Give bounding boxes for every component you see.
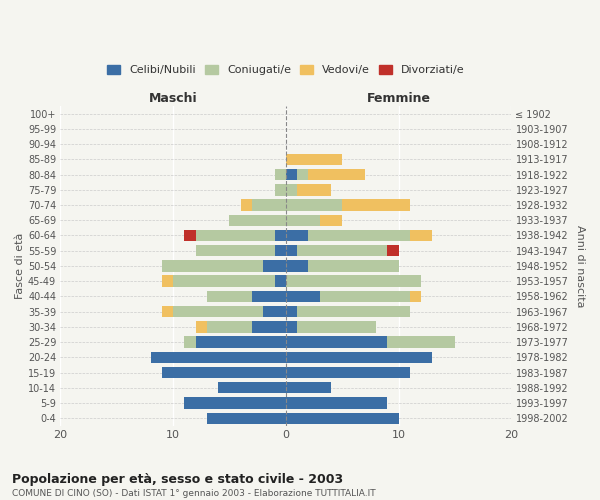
Bar bbox=[286, 367, 410, 378]
Bar bbox=[286, 214, 320, 226]
Bar bbox=[196, 245, 275, 256]
Bar bbox=[275, 276, 286, 287]
Bar bbox=[252, 321, 286, 332]
Bar bbox=[320, 214, 342, 226]
Bar bbox=[252, 290, 286, 302]
Bar bbox=[286, 290, 320, 302]
Bar bbox=[184, 336, 196, 348]
Bar bbox=[286, 260, 308, 272]
Bar bbox=[196, 336, 286, 348]
Bar bbox=[196, 321, 207, 332]
Bar bbox=[173, 306, 263, 318]
Bar bbox=[297, 321, 376, 332]
Bar bbox=[286, 245, 297, 256]
Bar bbox=[196, 230, 275, 241]
Bar bbox=[286, 276, 421, 287]
Bar bbox=[308, 230, 410, 241]
Bar bbox=[286, 154, 342, 165]
Bar bbox=[207, 321, 252, 332]
Bar bbox=[151, 352, 286, 363]
Bar bbox=[297, 184, 331, 196]
Bar bbox=[297, 245, 387, 256]
Bar bbox=[297, 169, 308, 180]
Bar bbox=[162, 306, 173, 318]
Bar bbox=[387, 245, 398, 256]
Bar bbox=[241, 200, 252, 210]
Bar bbox=[286, 169, 297, 180]
Bar bbox=[173, 276, 275, 287]
Legend: Celibi/Nubili, Coniugati/e, Vedovi/e, Divorziati/e: Celibi/Nubili, Coniugati/e, Vedovi/e, Di… bbox=[103, 60, 469, 80]
Bar bbox=[207, 412, 286, 424]
Bar bbox=[207, 290, 252, 302]
Bar bbox=[286, 321, 297, 332]
Bar bbox=[162, 260, 263, 272]
Bar bbox=[297, 306, 410, 318]
Bar bbox=[162, 276, 173, 287]
Bar bbox=[218, 382, 286, 394]
Bar bbox=[263, 260, 286, 272]
Text: Femmine: Femmine bbox=[367, 92, 431, 104]
Bar bbox=[286, 352, 433, 363]
Bar bbox=[263, 306, 286, 318]
Bar bbox=[286, 200, 342, 210]
Bar bbox=[252, 200, 286, 210]
Bar bbox=[286, 184, 297, 196]
Bar bbox=[320, 290, 410, 302]
Y-axis label: Fasce di età: Fasce di età bbox=[15, 233, 25, 299]
Bar bbox=[286, 398, 387, 408]
Bar bbox=[275, 245, 286, 256]
Bar bbox=[184, 398, 286, 408]
Bar bbox=[286, 336, 387, 348]
Bar bbox=[275, 169, 286, 180]
Bar bbox=[387, 336, 455, 348]
Bar bbox=[410, 290, 421, 302]
Bar bbox=[410, 230, 433, 241]
Bar bbox=[286, 306, 297, 318]
Bar bbox=[184, 230, 196, 241]
Text: COMUNE DI CINO (SO) - Dati ISTAT 1° gennaio 2003 - Elaborazione TUTTITALIA.IT: COMUNE DI CINO (SO) - Dati ISTAT 1° genn… bbox=[12, 489, 376, 498]
Bar bbox=[275, 230, 286, 241]
Bar bbox=[286, 230, 308, 241]
Y-axis label: Anni di nascita: Anni di nascita bbox=[575, 224, 585, 307]
Bar bbox=[342, 200, 410, 210]
Bar bbox=[275, 184, 286, 196]
Bar bbox=[162, 367, 286, 378]
Bar bbox=[229, 214, 286, 226]
Bar bbox=[308, 260, 398, 272]
Bar bbox=[286, 412, 398, 424]
Bar bbox=[286, 382, 331, 394]
Bar bbox=[308, 169, 365, 180]
Text: Popolazione per età, sesso e stato civile - 2003: Popolazione per età, sesso e stato civil… bbox=[12, 472, 343, 486]
Text: Maschi: Maschi bbox=[149, 92, 197, 104]
